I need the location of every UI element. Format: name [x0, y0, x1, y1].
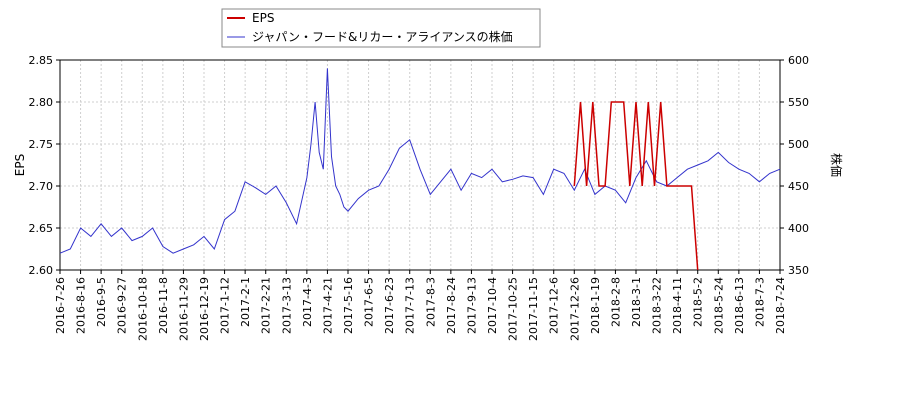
- x-tick-label: 2016-11-8: [157, 277, 170, 334]
- y-right-axis-label: 株価: [829, 153, 844, 177]
- x-tick-label: 2018-1-19: [589, 277, 602, 334]
- legend-box: [221, 8, 541, 48]
- right-tick-label: 350: [788, 264, 809, 277]
- x-tick-label: 2017-4-21: [321, 277, 334, 334]
- x-axis-ticks: 2016-7-26 2016-8-16 2016-9-5 2016-9-27 2016-…: [54, 270, 787, 341]
- x-tick-label: 2018-7-3: [753, 277, 766, 327]
- x-tick-label: 2018-5-2: [692, 277, 705, 327]
- x-tick-label: 2017-4-3: [301, 277, 314, 327]
- x-tick-label: 2017-9-13: [465, 277, 478, 334]
- y-left-axis-label: EPS: [13, 154, 27, 176]
- x-tick-label: 2018-3-22: [651, 277, 664, 334]
- right-tick-label: 450: [788, 180, 809, 193]
- left-tick-label: 2.75: [29, 138, 54, 151]
- x-tick-label: 2017-8-3: [424, 277, 437, 327]
- x-tick-label: 2018-2-8: [609, 277, 622, 327]
- x-tick-label: 2017-3-13: [280, 277, 293, 334]
- x-tick-label: 2017-8-24: [445, 277, 458, 334]
- right-tick-label: 400: [788, 222, 809, 235]
- x-tick-label: 2017-6-5: [363, 277, 376, 327]
- x-tick-label: 2017-2-21: [260, 277, 273, 334]
- left-tick-label: 2.80: [29, 96, 54, 109]
- left-tick-label: 2.60: [29, 264, 54, 277]
- x-tick-label: 2016-8-16: [75, 277, 88, 334]
- series-line-price: [59, 68, 781, 254]
- left-axis-ticks: 2.60 2.65 2.70 2.75 2.80 2.85: [29, 54, 60, 277]
- grid: [59, 59, 781, 271]
- left-tick-label: 2.70: [29, 180, 54, 193]
- x-tick-label: 2016-10-18: [136, 277, 149, 341]
- x-tick-label: 2016-7-26: [54, 277, 67, 334]
- x-tick-label: 2018-4-11: [671, 277, 684, 334]
- right-tick-label: 550: [788, 96, 809, 109]
- legend-label-eps: EPS: [252, 11, 274, 25]
- left-tick-label: 2.65: [29, 222, 54, 235]
- x-tick-label: 2017-12-6: [548, 277, 561, 334]
- x-tick-label: 2018-5-24: [712, 277, 725, 334]
- series-layer: [59, 68, 781, 271]
- plot-area: [59, 59, 781, 271]
- x-tick-label: 2016-9-27: [116, 277, 129, 334]
- x-tick-label: 2016-9-5: [95, 277, 108, 327]
- right-tick-label: 500: [788, 138, 809, 151]
- x-tick-label: 2017-1-12: [219, 277, 232, 334]
- right-axis-ticks: 350 400 450 500 550 600: [780, 54, 809, 277]
- x-tick-label: 2018-6-13: [733, 277, 746, 334]
- right-tick-label: 600: [788, 54, 809, 67]
- x-tick-label: 2016-11-29: [177, 277, 190, 341]
- x-tick-label: 2016-12-19: [198, 277, 211, 341]
- x-tick-label: 2017-10-25: [507, 277, 520, 341]
- x-tick-label: 2018-3-1: [630, 277, 643, 327]
- x-tick-label: 2017-2-1: [239, 277, 252, 327]
- x-tick-label: 2017-12-26: [568, 277, 581, 341]
- left-tick-label: 2.85: [29, 54, 54, 67]
- legend-label-price: ジャパン・フード&リカー・アライアンスの株価: [252, 29, 513, 44]
- x-tick-label: 2017-7-13: [404, 277, 417, 334]
- x-tick-label: 2017-10-4: [486, 277, 499, 334]
- series-line-eps: [573, 101, 699, 271]
- x-tick-label: 2017-11-15: [527, 277, 540, 341]
- legend: EPS ジャパン・フード&リカー・アライアンスの株価: [221, 8, 541, 48]
- x-tick-label: 2017-5-16: [342, 277, 355, 334]
- x-tick-label: 2018-7-24: [774, 277, 787, 334]
- x-tick-label: 2017-6-23: [383, 277, 396, 334]
